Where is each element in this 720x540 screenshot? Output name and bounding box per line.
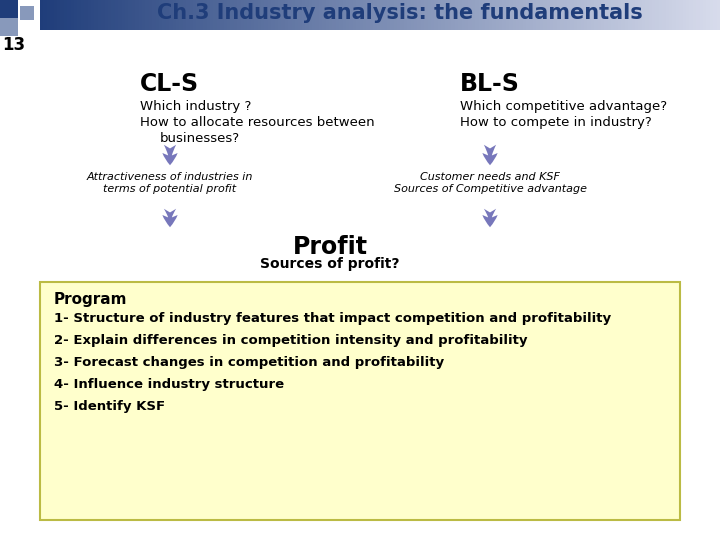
Bar [0,18,18,36]
Text: 13: 13 [2,36,26,54]
Text: Customer needs and KSF: Customer needs and KSF [420,172,560,182]
Text: 5- Identify KSF: 5- Identify KSF [54,400,165,413]
Text: 1- Structure of industry features that impact competition and profitability: 1- Structure of industry features that i… [54,312,611,325]
Text: Attractiveness of industries in: Attractiveness of industries in [87,172,253,182]
FancyBboxPatch shape [40,282,680,520]
Text: Sources of Competitive advantage: Sources of Competitive advantage [394,184,587,194]
Bar [0,0,18,18]
Text: Ch.3 Industry analysis: the fundamentals: Ch.3 Industry analysis: the fundamentals [157,3,643,23]
Text: businesses?: businesses? [160,132,240,145]
Text: CL-S: CL-S [140,72,199,96]
Text: BL-S: BL-S [460,72,520,96]
Text: Program: Program [54,292,127,307]
Text: 2- Explain differences in competition intensity and profitability: 2- Explain differences in competition in… [54,334,528,347]
Text: How to compete in industry?: How to compete in industry? [460,116,652,129]
Text: Which competitive advantage?: Which competitive advantage? [460,100,667,113]
Text: Which industry ?: Which industry ? [140,100,251,113]
Text: How to allocate resources between: How to allocate resources between [140,116,374,129]
Text: 3- Forecast changes in competition and profitability: 3- Forecast changes in competition and p… [54,356,444,369]
Bar [20,6,34,20]
Text: Profit: Profit [292,235,367,259]
Text: terms of potential profit: terms of potential profit [104,184,237,194]
Text: Sources of profit?: Sources of profit? [260,257,400,271]
Text: 4- Influence industry structure: 4- Influence industry structure [54,378,284,391]
